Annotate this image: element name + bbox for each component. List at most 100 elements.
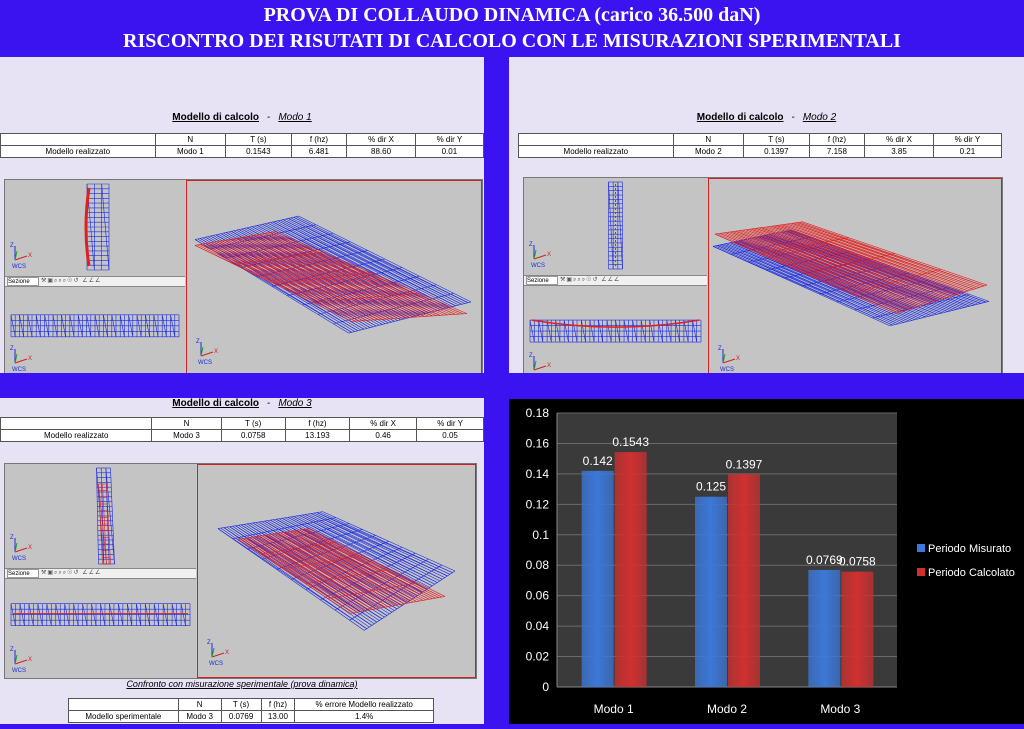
- axis-x-label: X: [547, 252, 551, 258]
- view-3d[interactable]: WCS Z X: [708, 178, 1002, 373]
- view-front[interactable]: WCS Z X: [5, 464, 196, 568]
- heading-separator: -: [266, 398, 271, 409]
- side-mesh-blue: [529, 319, 702, 343]
- exp-header-cell: N: [177, 698, 222, 711]
- calc-header-cell: % dir X: [349, 417, 418, 430]
- calc-cell: 0.21: [932, 145, 1003, 158]
- front-mesh-blue: [608, 181, 623, 270]
- y-tick-label: 0.08: [526, 558, 550, 572]
- data-label: 0.142: [583, 454, 613, 468]
- bar-calcolato: [614, 452, 647, 687]
- calc-header-cell: % dir X: [346, 133, 416, 146]
- data-label: 0.125: [696, 480, 726, 494]
- calc-data-row: Modello realizzato Modo 3 0.0758 13.193 0.46…: [0, 429, 484, 442]
- wcs-axis-icon: WCS Z X: [10, 346, 32, 373]
- axis-z-label: Z: [196, 339, 200, 345]
- calc-header-cell: N: [672, 133, 745, 146]
- viewer-toolbar: Sezione ⚒▣⌕⌕⌕☉↺ ∠∠∠: [5, 276, 185, 287]
- data-label: 0.0769: [806, 553, 843, 567]
- calc-cell: 0.05: [416, 429, 484, 442]
- wcs-axis-icon: WCS Z X: [196, 339, 218, 366]
- calc-cell: Modello realizzato: [0, 429, 153, 442]
- front-view-drawing: WCS Z X: [10, 467, 115, 565]
- calc-cell: Modo 2: [672, 145, 745, 158]
- wcs-axis-icon: WCS Z X: [10, 535, 32, 562]
- iso-view-drawing: WCS Z X: [712, 221, 990, 373]
- view-tools-icon[interactable]: ⚒▣⌕⌕⌕☉↺ ∠∠∠: [41, 278, 102, 284]
- data-label: 0.1397: [726, 457, 763, 471]
- iso-view-drawing: WCS Z X: [194, 215, 472, 366]
- exp-cell: Modo 3: [177, 710, 222, 723]
- legend-swatch: [917, 544, 925, 552]
- calc-data-row: Modello realizzato Modo 2 0.1397 7.158 3.85 0…: [518, 145, 1003, 158]
- section-select-label: Sezione: [527, 278, 549, 284]
- view-front[interactable]: WCS Z X: [5, 180, 185, 276]
- bar-misurato: [808, 569, 841, 687]
- heading-separator: -: [791, 112, 795, 123]
- section-select[interactable]: Sezione: [7, 569, 39, 578]
- y-tick-label: 0.16: [526, 436, 550, 450]
- wcs-label: WCS: [531, 263, 545, 269]
- view-tools-icon[interactable]: ⚒▣⌕⌕⌕☉↺ ∠∠∠: [560, 277, 621, 283]
- heading-label: Modello di calcolo: [696, 112, 784, 123]
- calc-header-cell: % dir Y: [932, 133, 1003, 146]
- calc-header-cell: N: [151, 417, 222, 430]
- y-tick-label: 0: [542, 680, 549, 694]
- x-tick-label: Modo 3: [820, 702, 860, 716]
- calc-cell: Modo 3: [151, 429, 222, 442]
- side-mesh-blue: [10, 603, 191, 626]
- x-tick-label: Modo 1: [594, 702, 634, 716]
- calc-header-cell: f (hz): [284, 417, 351, 430]
- deformed-shape: [84, 187, 91, 267]
- bar-calcolato: [728, 474, 760, 687]
- calc-cell: 0.01: [414, 145, 484, 158]
- bar-calcolato: [841, 571, 874, 687]
- heading-mode: Modo 2: [802, 112, 837, 123]
- iso-view-drawing: WCS Z X: [207, 511, 456, 667]
- axis-x-label: X: [225, 650, 229, 656]
- front-mesh-red: [98, 483, 111, 565]
- wcs-label: WCS: [720, 367, 734, 373]
- view-3d[interactable]: WCS Z X: [186, 180, 482, 373]
- axis-z-label: Z: [718, 346, 722, 352]
- data-label: 0.1543: [612, 435, 649, 449]
- data-label: 0.0758: [839, 555, 876, 569]
- view-front[interactable]: WCS Z X: [524, 178, 707, 275]
- viewer-toolbar: Sezione ⚒▣⌕⌕⌕☉↺ ∠∠∠: [524, 275, 707, 286]
- exp-data-row: Modello sperimentale Modo 3 0.0769 13.00 1.4…: [68, 710, 434, 723]
- heading-separator: -: [266, 112, 271, 123]
- front-view-drawing: WCS Z X: [529, 181, 623, 270]
- viewer-toolbar: Sezione ⚒▣⌕⌕⌕☉↺ ∠∠∠: [5, 568, 196, 579]
- section-select[interactable]: Sezione: [526, 276, 558, 285]
- axis-x-label: X: [736, 356, 740, 362]
- section-select-label: Sezione: [8, 279, 30, 285]
- calc-header-cell: T (s): [225, 133, 292, 146]
- calc-cell: 0.1543: [225, 145, 292, 158]
- axis-z-label: Z: [207, 640, 211, 646]
- panel-heading: Modello di calcolo - Modo 1: [0, 112, 484, 123]
- view-3d[interactable]: WCS Z X: [197, 464, 476, 678]
- axis-x-label: X: [28, 545, 32, 551]
- y-tick-label: 0.1: [532, 528, 549, 542]
- calc-cell: 88.60: [346, 145, 416, 158]
- calc-header-cell: T (s): [743, 133, 810, 146]
- axis-z-label: Z: [10, 243, 14, 249]
- section-select[interactable]: Sezione: [7, 277, 39, 286]
- view-tools-icon[interactable]: ⚒▣⌕⌕⌕☉↺ ∠∠∠: [41, 570, 102, 576]
- calc-header-cell: % dir Y: [414, 133, 484, 146]
- wcs-label: WCS: [198, 360, 212, 366]
